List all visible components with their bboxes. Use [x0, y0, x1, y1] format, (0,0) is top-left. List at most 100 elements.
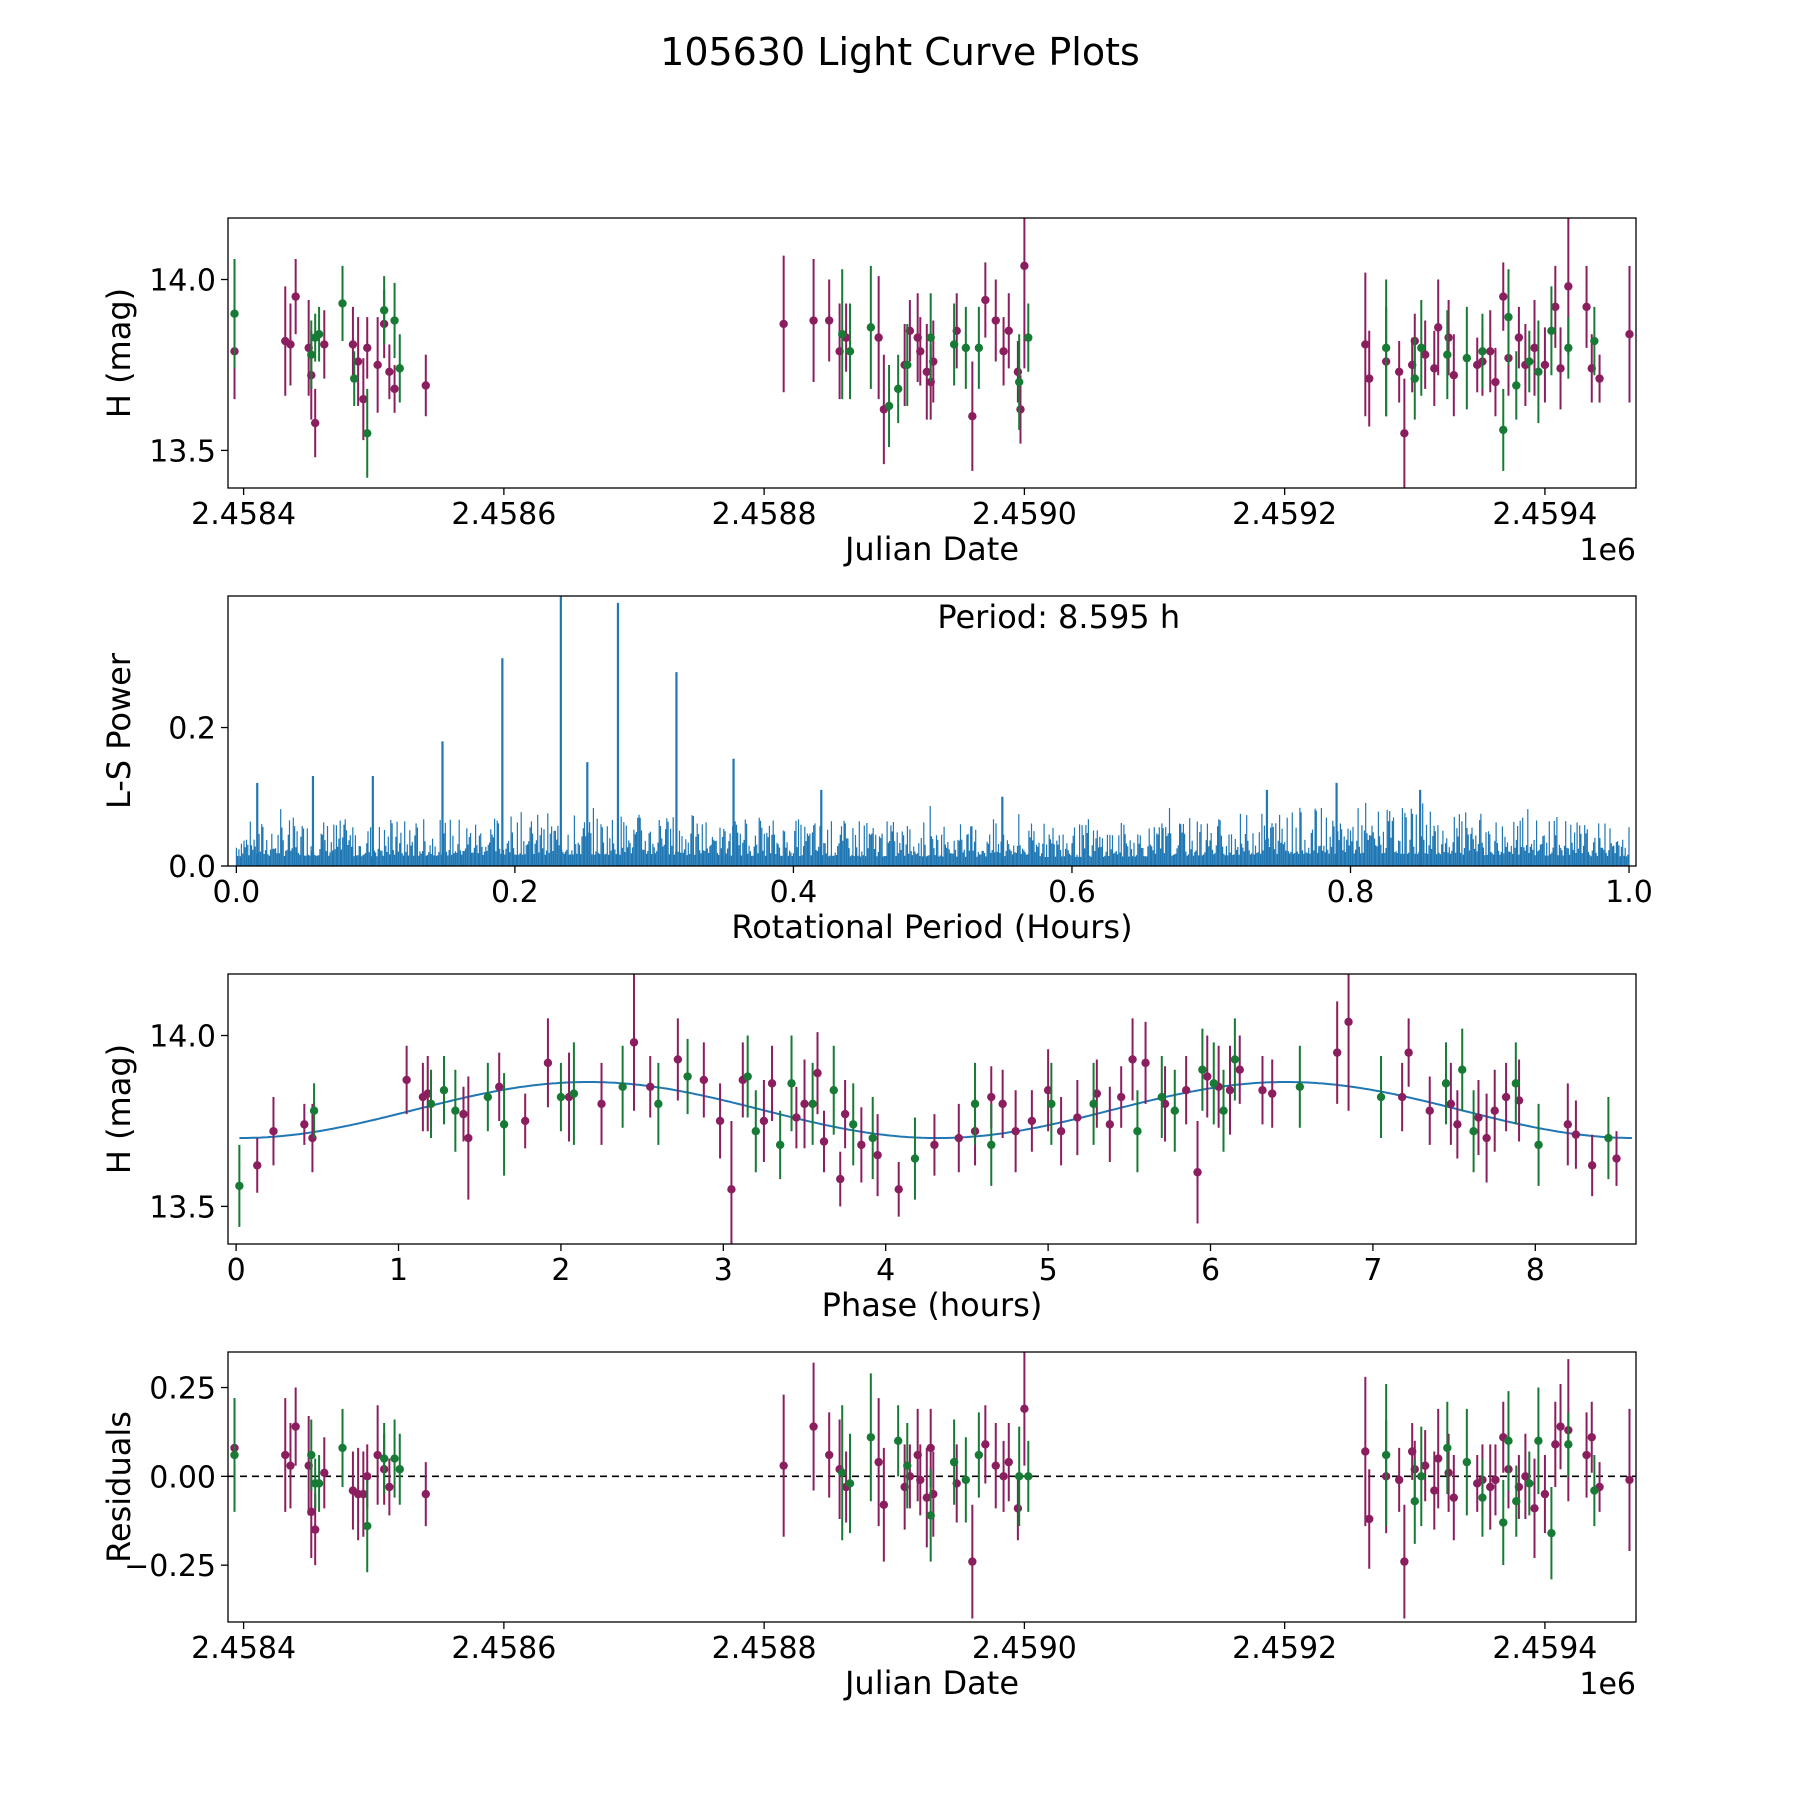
data-point: [338, 1443, 347, 1453]
x-tick-label: 2.4590: [972, 497, 1077, 532]
data-point: [809, 316, 818, 325]
data-point: [1474, 1113, 1483, 1122]
data-point: [300, 1120, 309, 1129]
data-point: [1563, 1120, 1572, 1129]
x-tick-label: 2.4592: [1232, 497, 1337, 532]
data-point: [683, 1072, 692, 1081]
data-point: [459, 1109, 468, 1119]
x-axis-label: Rotational Period (Hours): [731, 908, 1132, 946]
y-tick-label: 13.5: [149, 1190, 216, 1225]
data-point: [235, 1181, 244, 1191]
data-point: [1133, 1127, 1142, 1136]
data-point: [1590, 336, 1599, 346]
data-point: [1595, 374, 1604, 383]
data-point: [1499, 292, 1508, 301]
data-point: [1478, 347, 1487, 356]
data-point: [1361, 1447, 1370, 1456]
data-point: [874, 333, 883, 342]
data-point: [759, 1116, 769, 1126]
data-point: [893, 1436, 903, 1446]
data-point: [291, 292, 300, 301]
data-point: [646, 1082, 655, 1091]
data-point: [751, 1127, 760, 1136]
data-point: [1014, 377, 1024, 387]
data-point: [1116, 1092, 1126, 1102]
power-spectrum-line: [235, 802, 1630, 866]
axes-frame: [227, 973, 1637, 1245]
axes-frame: [227, 217, 1637, 489]
x-offset-label: 1e6: [1579, 1667, 1636, 1702]
data-point: [1020, 261, 1029, 271]
data-point: [385, 367, 394, 376]
data-point: [840, 1109, 850, 1119]
data-point: [1512, 1497, 1521, 1506]
data-point: [1551, 1440, 1560, 1449]
data-point: [779, 319, 788, 329]
x-offset-label: 1e6: [1579, 533, 1636, 568]
data-point: [230, 309, 239, 318]
data-point: [1027, 1116, 1037, 1126]
y-tick-label: 0.00: [149, 1460, 216, 1495]
data-point: [1410, 1497, 1419, 1506]
data-point: [1420, 350, 1430, 359]
data-point: [792, 1113, 801, 1122]
data-point: [1430, 364, 1439, 373]
data-point: [363, 1472, 372, 1481]
data-point: [903, 360, 912, 370]
data-point: [320, 1468, 329, 1477]
data-point: [974, 343, 984, 353]
data-point: [699, 1075, 709, 1085]
data-point: [1540, 1489, 1550, 1499]
data-point: [836, 1174, 845, 1184]
data-point: [1376, 1092, 1386, 1102]
data-point: [926, 333, 935, 342]
data-point: [1504, 312, 1513, 322]
x-tick-label: 3: [714, 1253, 733, 1288]
data-point: [845, 1479, 855, 1488]
data-point: [1397, 1092, 1407, 1102]
data-point: [1268, 1089, 1277, 1098]
x-axis-label: Phase (hours): [822, 1286, 1043, 1324]
data-point: [1230, 1055, 1240, 1064]
y-tick-label: 13.5: [149, 434, 216, 469]
data-point: [998, 1099, 1007, 1109]
x-tick-label: 2.4594: [1492, 497, 1597, 532]
data-point: [1462, 1457, 1472, 1467]
plot-area: [228, 1352, 1636, 1619]
data-point: [1014, 1472, 1024, 1481]
data-point: [1625, 1475, 1634, 1485]
data-point: [618, 1082, 627, 1091]
data-point: [464, 1133, 473, 1143]
x-tick-label: 2.4588: [712, 1631, 817, 1666]
data-point: [1458, 1065, 1467, 1074]
data-point: [849, 1120, 858, 1129]
data-point: [1534, 1140, 1543, 1150]
data-point: [1365, 374, 1374, 383]
data-point: [1381, 1450, 1391, 1460]
data-point: [866, 323, 876, 332]
y-axis-label: Residuals: [100, 1411, 138, 1563]
data-point: [916, 1475, 925, 1485]
data-point: [308, 1133, 317, 1143]
data-point: [483, 1092, 493, 1102]
data-point: [230, 1450, 239, 1460]
data-point: [743, 1072, 752, 1081]
data-point: [281, 1450, 290, 1460]
data-point: [291, 1422, 300, 1431]
data-point: [922, 367, 931, 376]
data-point: [949, 1457, 959, 1467]
data-point: [1400, 1557, 1409, 1566]
data-point: [569, 1089, 579, 1098]
data-point: [1203, 1072, 1212, 1081]
data-point: [829, 1086, 838, 1095]
x-axis-label: Julian Date: [843, 530, 1019, 568]
x-tick-label: 5: [1039, 1253, 1058, 1288]
data-point: [1525, 357, 1534, 366]
data-point: [402, 1075, 411, 1085]
data-point: [1092, 1089, 1102, 1098]
data-point: [775, 1140, 785, 1150]
data-point: [1499, 425, 1508, 435]
data-point: [968, 412, 977, 421]
data-point: [809, 1422, 818, 1431]
data-point: [499, 1120, 509, 1129]
